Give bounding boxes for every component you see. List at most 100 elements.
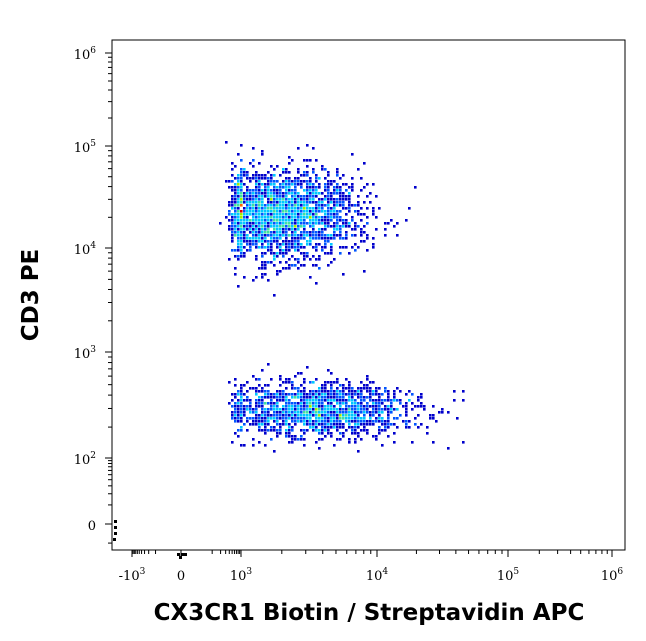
event-dot (327, 432, 330, 435)
event-dot (240, 192, 243, 195)
event-dot (363, 162, 366, 165)
event-dot (231, 225, 234, 228)
event-dot (330, 411, 333, 414)
event-dot (258, 228, 261, 231)
event-dot (288, 426, 291, 429)
event-dot (294, 411, 297, 414)
event-dot (309, 411, 312, 414)
event-dot (237, 177, 240, 180)
event-dot (240, 384, 243, 387)
event-dot (339, 189, 342, 192)
event-dot (429, 414, 432, 417)
event-dot (291, 201, 294, 204)
event-dot (351, 432, 354, 435)
event-dot (300, 420, 303, 423)
event-dot (408, 207, 411, 210)
event-dot (405, 411, 408, 414)
event-dot (363, 387, 366, 390)
event-dot (258, 177, 261, 180)
event-dot (330, 237, 333, 240)
event-dot (324, 234, 327, 237)
event-dot (255, 423, 258, 426)
event-dot (297, 225, 300, 228)
event-dot (279, 225, 282, 228)
event-dot (252, 375, 255, 378)
event-dot (228, 213, 231, 216)
event-dot (306, 186, 309, 189)
event-dot (309, 402, 312, 405)
event-dot (315, 417, 318, 420)
event-dot (321, 408, 324, 411)
event-dot (345, 393, 348, 396)
event-dot (270, 249, 273, 252)
event-dot (306, 402, 309, 405)
event-dot (282, 405, 285, 408)
event-dot (297, 243, 300, 246)
event-dot (420, 402, 423, 405)
event-dot (300, 225, 303, 228)
event-dot (411, 441, 414, 444)
event-dot (297, 222, 300, 225)
event-dot (336, 417, 339, 420)
event-dot (252, 243, 255, 246)
event-dot (339, 408, 342, 411)
event-dot (417, 414, 420, 417)
event-dot (237, 222, 240, 225)
event-dot (336, 399, 339, 402)
event-dot (360, 213, 363, 216)
event-dot (300, 183, 303, 186)
event-dot (384, 387, 387, 390)
event-dot (345, 414, 348, 417)
event-dot (414, 417, 417, 420)
event-dot (303, 171, 306, 174)
event-dot (285, 177, 288, 180)
event-dot (282, 219, 285, 222)
event-dot (327, 240, 330, 243)
event-dot (240, 189, 243, 192)
event-dot (384, 390, 387, 393)
event-dot (330, 405, 333, 408)
event-dot (255, 411, 258, 414)
event-dot (246, 204, 249, 207)
event-dot (258, 417, 261, 420)
event-dot (273, 264, 276, 267)
event-dot (402, 405, 405, 408)
event-dot (426, 432, 429, 435)
event-dot (369, 411, 372, 414)
event-dot (345, 417, 348, 420)
event-dot (267, 231, 270, 234)
event-dot (177, 553, 180, 556)
event-dot (294, 207, 297, 210)
event-dot (306, 207, 309, 210)
event-dot (303, 258, 306, 261)
event-dot (270, 204, 273, 207)
event-dot (234, 213, 237, 216)
event-dot (258, 420, 261, 423)
event-dot (315, 390, 318, 393)
event-dot (297, 408, 300, 411)
event-dot (264, 216, 267, 219)
event-dot (297, 390, 300, 393)
event-dot (330, 426, 333, 429)
event-dot (345, 213, 348, 216)
event-dot (240, 420, 243, 423)
event-dot (393, 396, 396, 399)
event-dot (276, 405, 279, 408)
event-dot (246, 198, 249, 201)
event-dot (114, 526, 117, 529)
event-dot (237, 213, 240, 216)
event-dot (363, 225, 366, 228)
event-dot (273, 168, 276, 171)
event-dot (261, 174, 264, 177)
event-dot (309, 381, 312, 384)
event-dot (327, 405, 330, 408)
event-dot (285, 423, 288, 426)
event-dot (330, 225, 333, 228)
event-dot (288, 267, 291, 270)
event-dot (336, 222, 339, 225)
event-dot (312, 222, 315, 225)
event-dot (270, 378, 273, 381)
event-dot (285, 192, 288, 195)
event-dot (249, 219, 252, 222)
event-dot (318, 198, 321, 201)
